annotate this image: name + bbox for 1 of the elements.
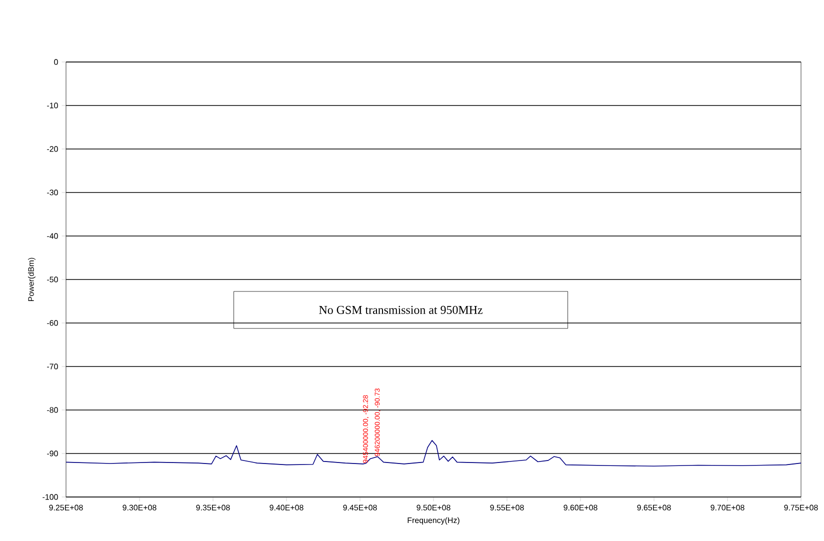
annotation: No GSM transmission at 950MHz (319, 306, 482, 314)
